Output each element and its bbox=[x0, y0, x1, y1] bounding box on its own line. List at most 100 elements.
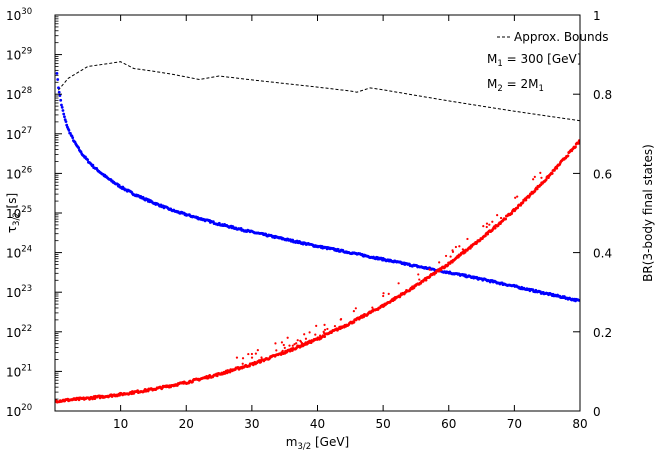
tick-exponent: 30 bbox=[21, 7, 32, 17]
tick-exponent: 22 bbox=[21, 324, 32, 334]
tick-exponent: 26 bbox=[21, 165, 32, 175]
tick-base: 10 bbox=[6, 286, 21, 300]
x-label-main: m bbox=[286, 435, 298, 449]
tick-base: 10 bbox=[6, 207, 21, 221]
branching-ratio-series bbox=[55, 139, 580, 404]
data-point bbox=[60, 103, 63, 107]
data-point bbox=[458, 245, 461, 248]
y-right-tick-label: 0.4 bbox=[593, 247, 612, 261]
y-right-tick-label: 0.2 bbox=[593, 326, 612, 340]
data-point bbox=[314, 333, 317, 336]
data-point bbox=[55, 72, 59, 75]
data-point bbox=[504, 217, 508, 221]
data-point bbox=[315, 324, 318, 327]
tick-exponent: 20 bbox=[21, 403, 32, 413]
data-point bbox=[235, 356, 239, 359]
y-right-axis-label: BR(3-body final states) bbox=[641, 144, 655, 282]
annotation-main: M bbox=[487, 77, 497, 91]
annotation-sub: 2 bbox=[497, 84, 502, 94]
data-point bbox=[60, 106, 64, 109]
tick-base: 10 bbox=[6, 128, 21, 142]
tick-exponent: 21 bbox=[21, 363, 32, 373]
axes: 10 20 30 40 50 60 70 80102010211022102310241025… bbox=[5, 7, 655, 452]
x-label-unit: [GeV] bbox=[311, 435, 349, 449]
data-point bbox=[59, 98, 63, 102]
data-point bbox=[451, 250, 455, 253]
data-point bbox=[291, 344, 294, 347]
tick-exponent: 27 bbox=[21, 126, 32, 136]
y-left-tick-label: 1025 bbox=[6, 205, 32, 221]
data-point bbox=[417, 273, 420, 276]
data-point bbox=[275, 349, 278, 352]
data-point bbox=[293, 343, 296, 346]
data-point bbox=[352, 320, 356, 324]
data-point bbox=[61, 109, 65, 112]
tick-base: 10 bbox=[6, 88, 21, 102]
data-point bbox=[286, 336, 289, 339]
data-point bbox=[241, 357, 245, 360]
x-tick-label: 30 bbox=[244, 417, 259, 431]
data-point bbox=[454, 245, 458, 249]
data-point bbox=[228, 370, 232, 374]
data-point bbox=[57, 86, 60, 90]
data-point bbox=[418, 278, 421, 281]
x-tick-label: 40 bbox=[310, 417, 325, 431]
data-point bbox=[577, 141, 580, 145]
data-point bbox=[77, 146, 81, 150]
data-point bbox=[58, 94, 62, 97]
data-point bbox=[86, 158, 90, 162]
data-point bbox=[539, 171, 542, 174]
data-point bbox=[280, 341, 284, 344]
data-point bbox=[533, 175, 536, 178]
data-point bbox=[387, 292, 390, 295]
data-point bbox=[544, 178, 548, 182]
data-point bbox=[260, 356, 263, 359]
data-point bbox=[282, 343, 285, 347]
data-point bbox=[424, 278, 428, 282]
annotation-m2: M2 = 2M1 bbox=[487, 77, 544, 94]
bounds-dashed-line bbox=[57, 61, 580, 122]
y-left-tick-label: 1026 bbox=[6, 165, 32, 181]
y-left-tick-label: 1021 bbox=[6, 363, 32, 379]
data-point bbox=[250, 356, 254, 359]
data-point bbox=[397, 282, 400, 285]
annotation-sub: 1 bbox=[538, 84, 543, 94]
y-left-label-main: τ bbox=[5, 226, 19, 233]
y-left-tick-label: 1030 bbox=[6, 7, 32, 23]
data-point bbox=[574, 145, 577, 149]
data-point bbox=[333, 324, 337, 328]
data-point bbox=[323, 323, 326, 327]
y-right-tick-label: 0.6 bbox=[593, 167, 612, 181]
data-point bbox=[550, 172, 554, 175]
data-point bbox=[308, 331, 311, 334]
tick-base: 10 bbox=[6, 365, 21, 379]
data-point bbox=[514, 196, 517, 199]
data-point bbox=[283, 346, 286, 349]
data-point bbox=[461, 248, 464, 251]
data-point bbox=[555, 166, 559, 170]
data-point bbox=[63, 115, 66, 119]
data-point bbox=[323, 328, 327, 331]
data-point bbox=[438, 261, 441, 264]
data-point bbox=[466, 237, 469, 241]
tick-exponent: 24 bbox=[21, 245, 32, 255]
data-point bbox=[296, 339, 299, 342]
x-label-sub: 3/2 bbox=[297, 442, 311, 452]
tick-exponent: 23 bbox=[21, 284, 32, 294]
tick-exponent: 28 bbox=[21, 86, 32, 96]
y-left-tick-label: 1023 bbox=[6, 284, 32, 300]
data-point bbox=[371, 306, 374, 309]
data-point bbox=[482, 225, 485, 228]
tick-base: 10 bbox=[6, 247, 21, 261]
data-point bbox=[449, 255, 452, 258]
annotation-rest: = 300 [GeV] bbox=[503, 52, 582, 66]
annotation-sub: 1 bbox=[497, 59, 502, 69]
y-right-tick-label: 0.8 bbox=[593, 88, 612, 102]
data-point bbox=[524, 198, 528, 202]
data-point bbox=[510, 212, 514, 216]
tick-base: 10 bbox=[6, 326, 21, 340]
data-point bbox=[499, 216, 503, 220]
tick-base: 10 bbox=[6, 9, 21, 23]
data-point bbox=[304, 337, 308, 340]
